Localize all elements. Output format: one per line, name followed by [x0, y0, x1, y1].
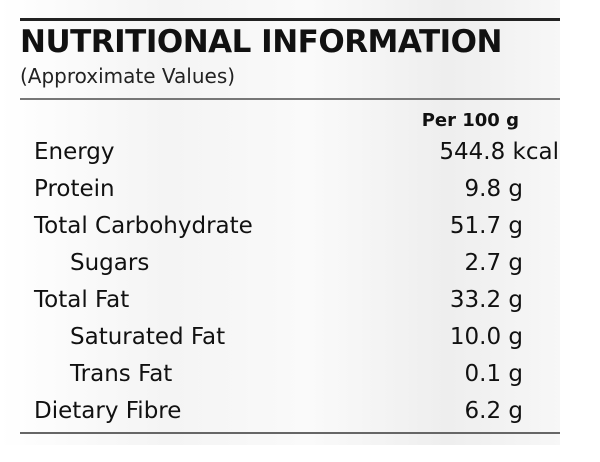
label-title: NUTRITIONAL INFORMATION [20, 24, 502, 60]
nutrient-name: Saturated Fat [70, 324, 226, 350]
label-subtitle: (Approximate Values) [20, 64, 236, 88]
nutrient-value: 10.0 g [449, 324, 523, 350]
nutrient-row-trans-fat: Trans Fat 0.1 g [0, 359, 600, 396]
nutrient-name: Dietary Fibre [34, 398, 182, 424]
nutrient-name: Total Fat [34, 287, 130, 313]
nutrient-row-protein: Protein 9.8 g [0, 174, 600, 211]
nutrient-value: 6.2 g [464, 398, 524, 424]
nutrition-label: NUTRITIONAL INFORMATION (Approximate Val… [0, 0, 560, 445]
nutrient-row-saturated-fat: Saturated Fat 10.0 g [0, 322, 600, 359]
nutrient-value: 2.7 g [464, 250, 524, 276]
nutrient-row-energy: Energy 544.8 kcal [0, 137, 600, 174]
nutrient-value: 0.1 g [464, 361, 524, 387]
nutrient-name: Trans Fat [70, 361, 173, 387]
nutrient-value: 51.7 g [449, 213, 523, 239]
column-header-per-100g: Per 100 g [421, 110, 519, 131]
top-rule [20, 18, 560, 21]
nutrient-row-total-fat: Total Fat 33.2 g [0, 285, 600, 322]
nutrient-row-sugars: Sugars 2.7 g [0, 248, 600, 285]
nutrient-row-dietary-fibre: Dietary Fibre 6.2 g [0, 396, 600, 433]
nutrient-name: Protein [34, 176, 115, 202]
nutrient-table: Energy 544.8 kcal Protein 9.8 g Total Ca… [0, 137, 600, 433]
nutrient-row-total-carbohydrate: Total Carbohydrate 51.7 g [0, 211, 600, 248]
bottom-rule [20, 432, 560, 434]
nutrient-name: Sugars [70, 250, 150, 276]
header-divider [20, 98, 560, 100]
nutrient-name: Total Carbohydrate [34, 213, 253, 239]
nutrient-value: 33.2 g [449, 287, 523, 313]
nutrient-value: 9.8 g [464, 176, 524, 202]
nutrient-value: 544.8 kcal [439, 139, 559, 165]
nutrient-name: Energy [34, 139, 115, 165]
